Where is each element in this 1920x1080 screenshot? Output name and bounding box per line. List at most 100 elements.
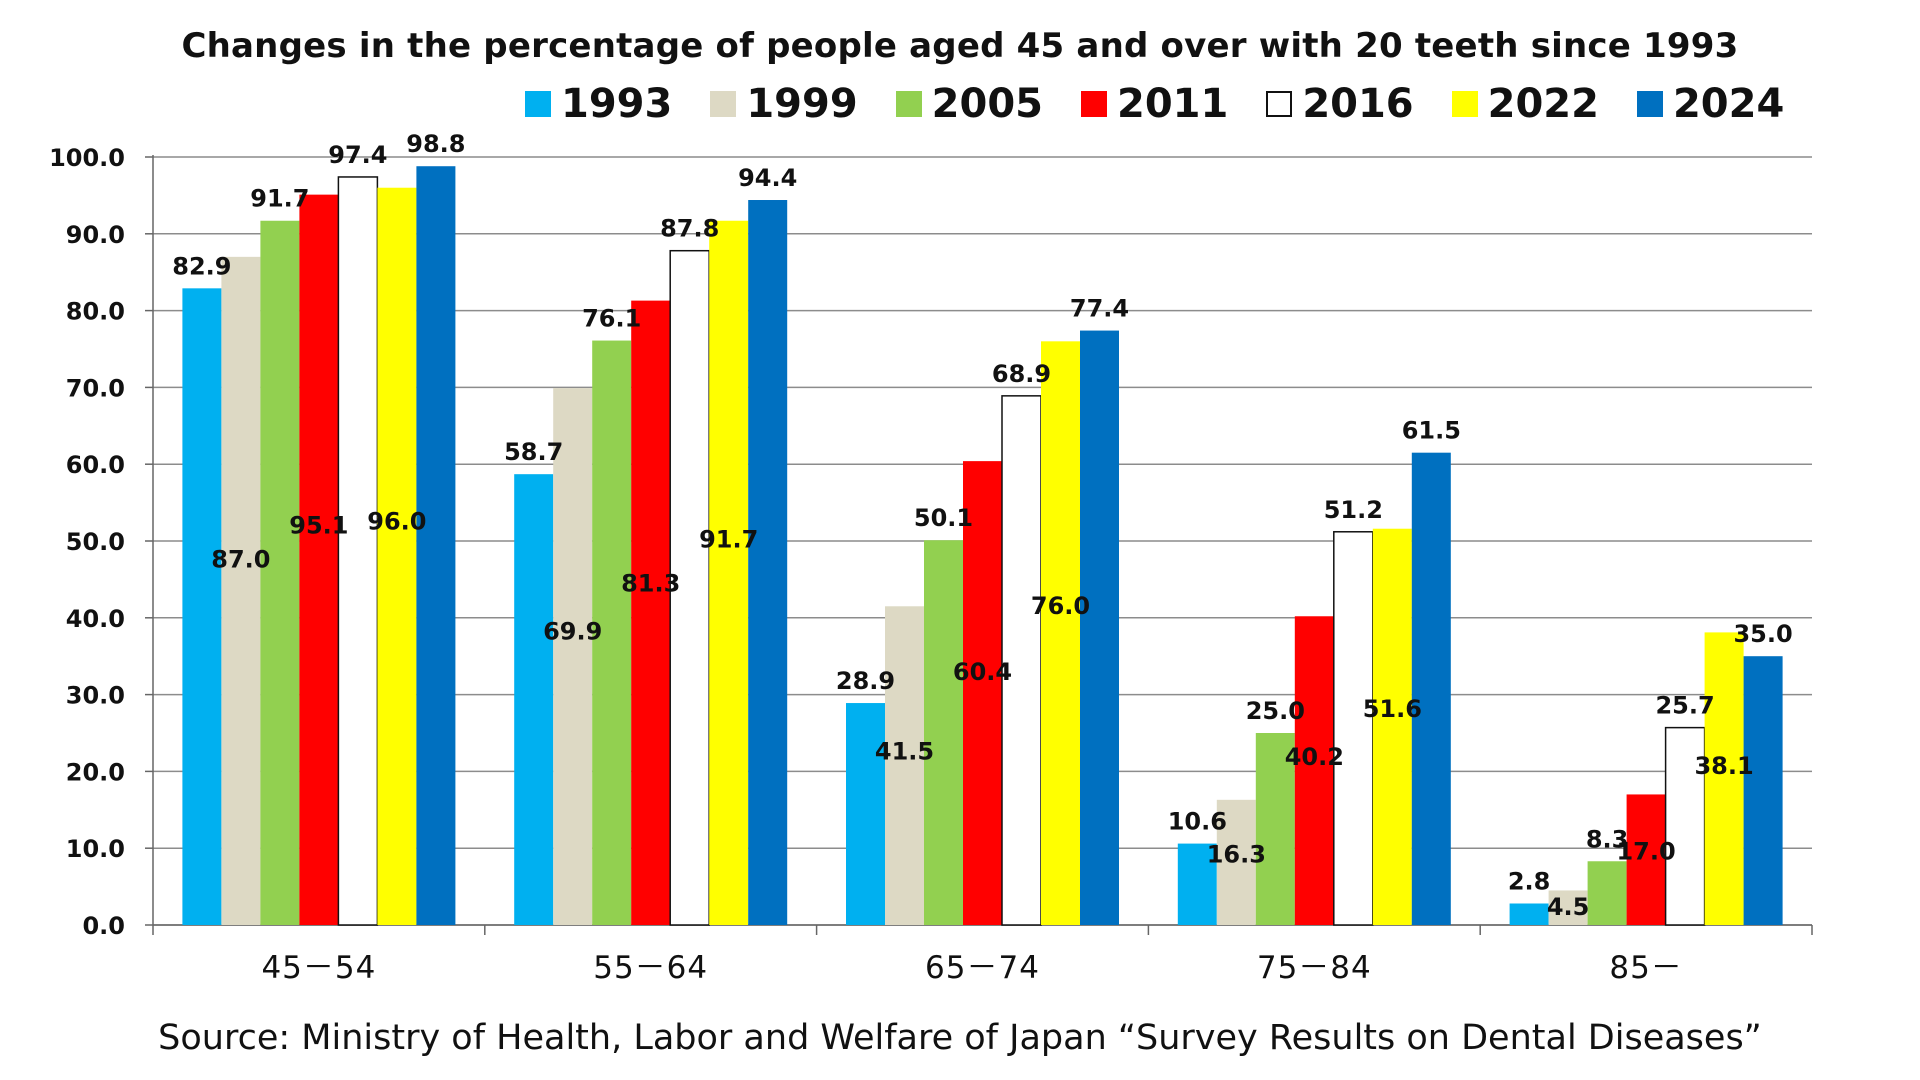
data-label: 51.2 (1324, 496, 1383, 524)
legend-item-2011: 2011 (1080, 81, 1229, 127)
bar (221, 256, 261, 926)
y-tick-label: 40.0 (66, 605, 125, 633)
data-label: 77.4 (1070, 295, 1129, 323)
bar (592, 340, 632, 925)
x-category-label: 55－64 (593, 950, 708, 986)
data-label: 10.6 (1168, 808, 1227, 836)
legend-label-2011: 2011 (1116, 81, 1229, 127)
bar (669, 249, 710, 926)
legend-item-1999: 1999 (710, 81, 858, 127)
data-label: 76.1 (582, 305, 641, 333)
data-label: 87.0 (211, 546, 270, 574)
data-label: 81.3 (621, 570, 680, 598)
data-label: 40.2 (1285, 743, 1344, 771)
legend-label-2016: 2016 (1302, 81, 1414, 127)
data-label: 38.1 (1694, 752, 1753, 780)
bar (553, 388, 593, 926)
bar (1626, 794, 1666, 925)
bar (1704, 632, 1744, 925)
bar (1509, 903, 1549, 925)
data-label: 87.8 (660, 215, 719, 243)
bar (1333, 531, 1374, 926)
data-label: 17.0 (1616, 838, 1675, 866)
y-tick-label: 0.0 (82, 912, 125, 940)
data-label: 41.5 (875, 738, 934, 766)
legend-label-1993: 1993 (561, 81, 673, 127)
data-label: 61.5 (1402, 417, 1461, 445)
legend-item-2022: 2022 (1451, 81, 1599, 127)
data-label: 68.9 (992, 360, 1051, 388)
bar (299, 194, 339, 925)
legend: 1993 1999 2005 2011 2016 2022 2024 (525, 84, 1920, 124)
data-label: 8.3 (1586, 825, 1629, 853)
bar (963, 461, 1002, 925)
data-label: 95.1 (289, 511, 348, 539)
y-tick-label: 10.0 (66, 835, 125, 863)
legend-swatch-2011 (1080, 91, 1107, 117)
y-tick-label: 50.0 (66, 528, 125, 556)
legend-swatch-2005 (895, 91, 922, 117)
legend-label-2024: 2024 (1672, 81, 1785, 127)
bar (337, 176, 379, 926)
data-label: 94.4 (738, 164, 797, 192)
data-label: 76.0 (1031, 592, 1090, 620)
legend-item-2024: 2024 (1636, 81, 1785, 127)
x-category-label: 85－ (1609, 950, 1682, 986)
y-tick-label: 80.0 (66, 298, 125, 326)
bar (1001, 395, 1042, 926)
bar (416, 166, 456, 925)
legend-item-2016: 2016 (1266, 81, 1414, 127)
bar (1587, 861, 1627, 925)
source-note: Source: Ministry of Health, Labor and We… (158, 1018, 1762, 1058)
legend-label-1999: 1999 (746, 81, 858, 127)
x-category-label: 65－74 (925, 950, 1040, 986)
legend-label-2022: 2022 (1487, 81, 1599, 127)
data-label: 50.1 (914, 504, 973, 532)
bar (1216, 799, 1256, 925)
bar (631, 300, 671, 926)
bar (924, 540, 963, 925)
chart-title: Changes in the percentage of people aged… (181, 26, 1739, 66)
bar (885, 606, 924, 925)
x-category-label: 45－54 (261, 950, 376, 986)
bar (1177, 843, 1217, 925)
bar (182, 288, 222, 925)
data-label: 91.7 (699, 526, 758, 554)
y-tick-label: 20.0 (66, 758, 125, 786)
data-label: 97.4 (328, 141, 387, 169)
data-label: 60.4 (953, 658, 1012, 686)
y-tick-label: 70.0 (66, 374, 125, 402)
bar (1041, 341, 1080, 925)
data-label: 25.0 (1246, 697, 1305, 725)
bar (377, 187, 417, 926)
data-label: 51.6 (1363, 695, 1422, 723)
data-label: 69.9 (543, 618, 602, 646)
bar (1411, 452, 1451, 925)
data-label: 96.0 (367, 507, 426, 535)
data-label: 25.7 (1655, 692, 1714, 720)
bar (260, 220, 300, 925)
data-label: 2.8 (1508, 867, 1551, 895)
bar (1664, 726, 1706, 926)
data-label: 82.9 (172, 252, 231, 280)
data-label: 28.9 (836, 667, 895, 695)
data-label: 4.5 (1547, 893, 1590, 921)
bar (709, 220, 749, 925)
bar (1548, 890, 1588, 925)
data-label: 35.0 (1733, 620, 1792, 648)
legend-item-1993: 1993 (525, 84, 672, 124)
data-label: 16.3 (1207, 840, 1266, 868)
bar (514, 474, 554, 925)
bar (846, 703, 885, 925)
data-label: 91.7 (250, 185, 309, 213)
bar (1372, 528, 1412, 925)
data-label: 58.7 (504, 438, 563, 466)
bar (1255, 733, 1295, 925)
legend-swatch-2016 (1266, 91, 1293, 117)
legend-swatch-1999 (710, 91, 737, 117)
y-tick-label: 30.0 (66, 682, 125, 710)
bar (1743, 656, 1783, 925)
legend-label-2005: 2005 (931, 81, 1043, 127)
bar (1294, 616, 1334, 925)
